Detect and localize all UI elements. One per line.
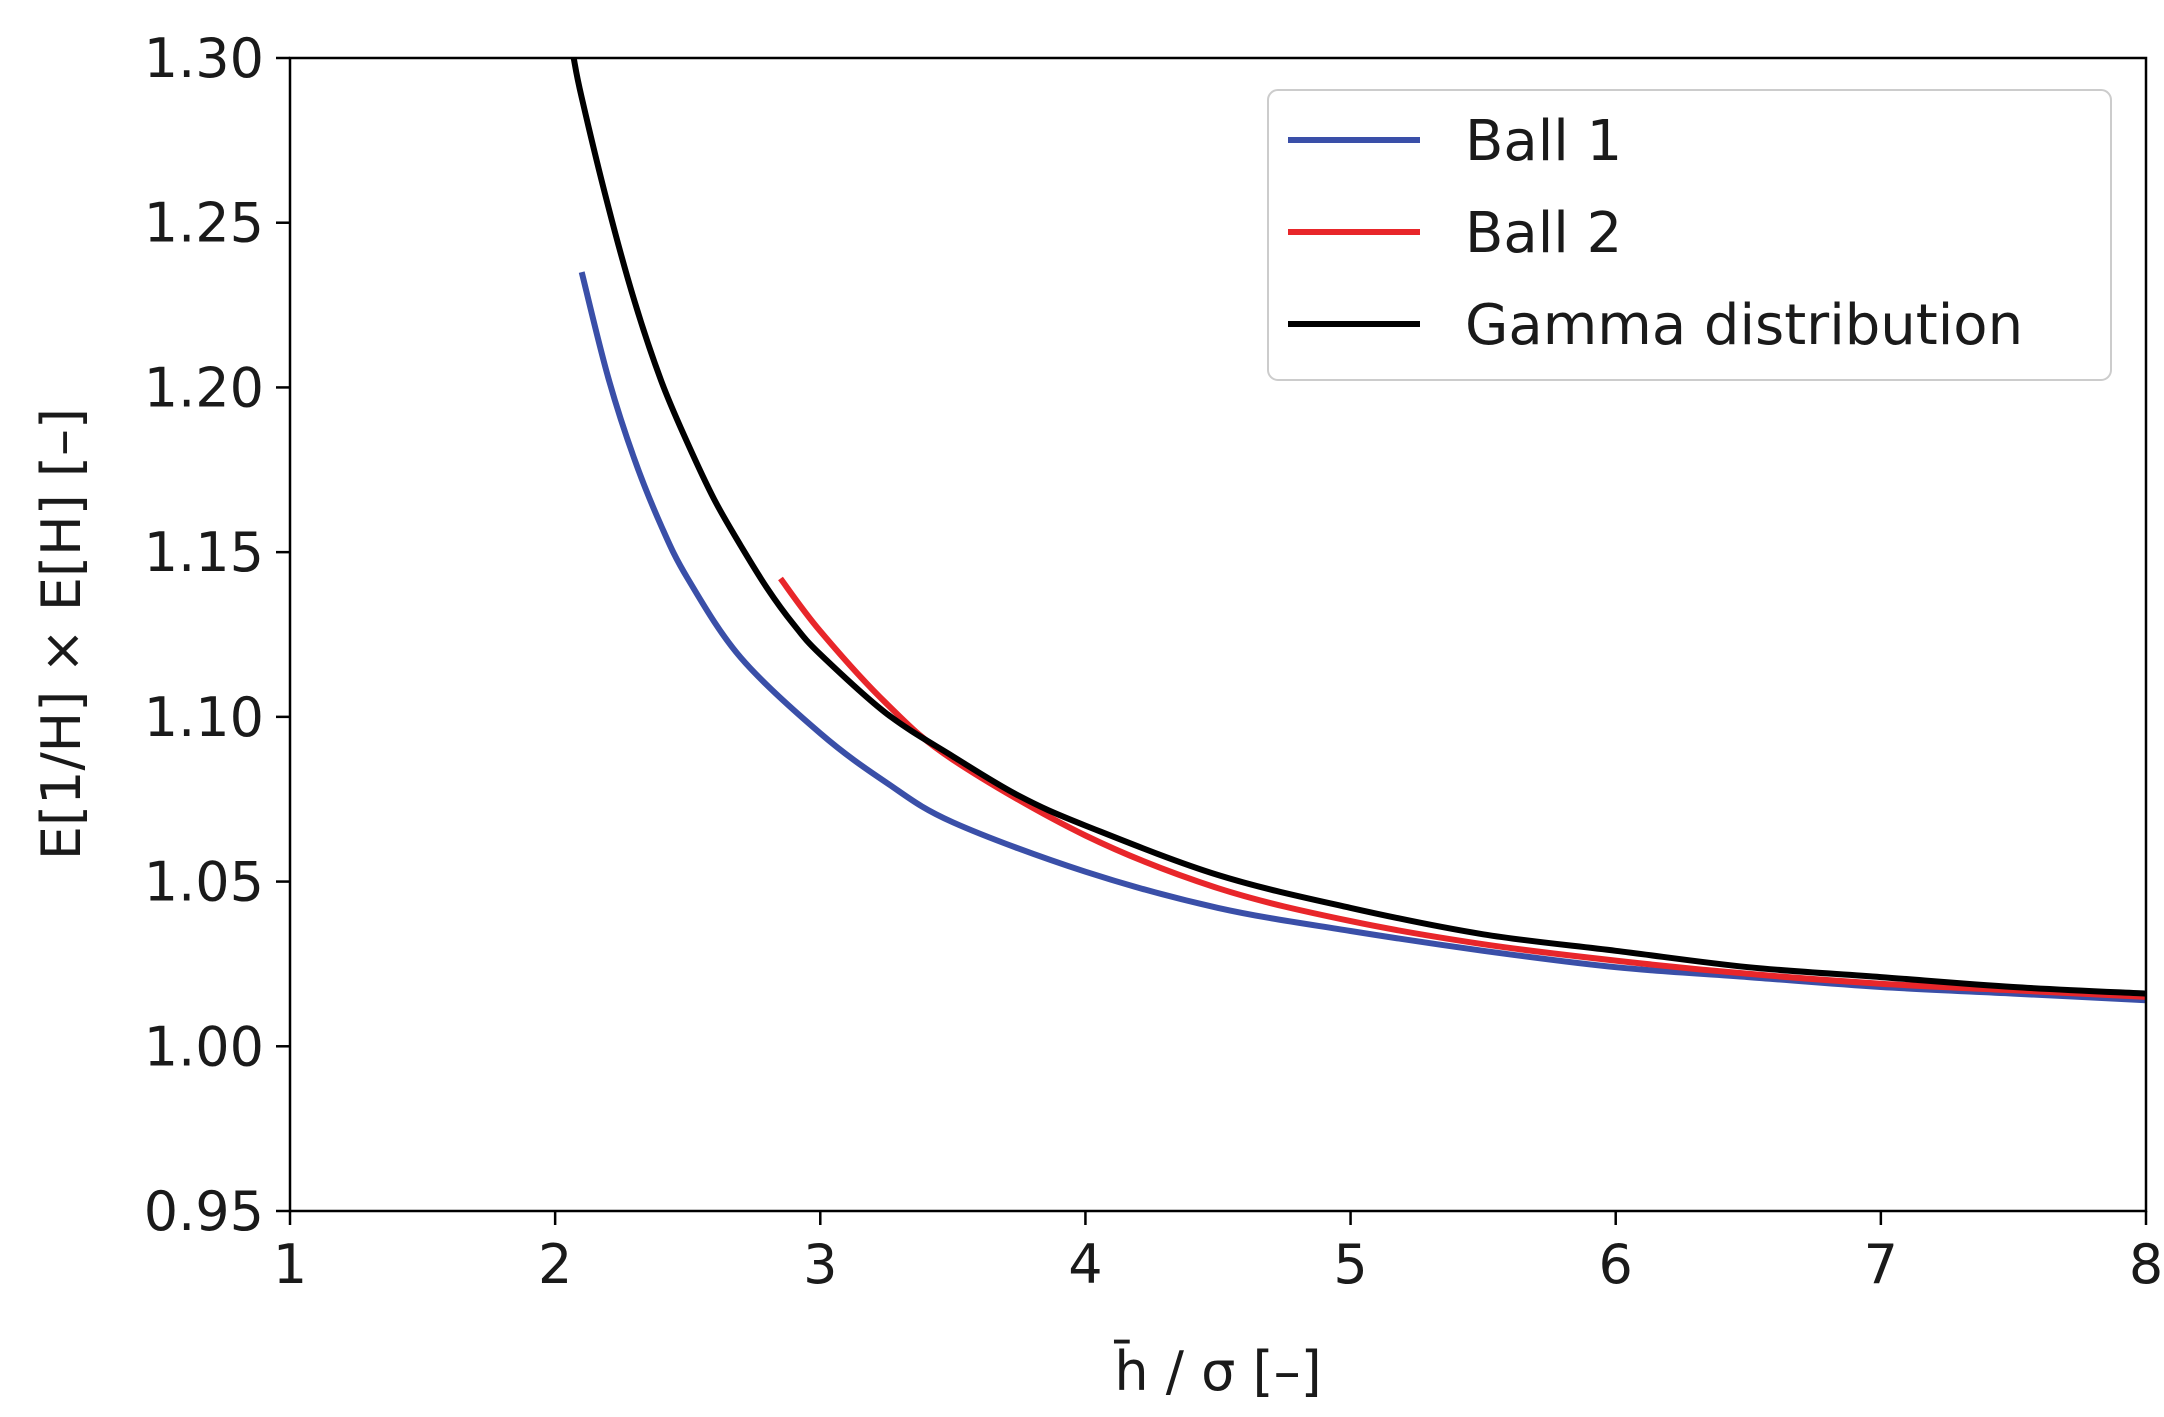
- x-tick-label: 4: [1068, 1233, 1102, 1296]
- y-tick-label: 1.15: [144, 521, 264, 584]
- y-axis-label: E[1/H] × E[H] [–]: [30, 408, 93, 860]
- y-tick-label: 1.00: [144, 1015, 264, 1078]
- legend-label-gamma-distribution: Gamma distribution: [1465, 293, 2023, 358]
- series-line-ball-2: [778, 576, 2147, 1000]
- ticks-layer: 1 2 3 4 5 6 7 8 0.95 1.00 1.05 1.10 1.15 1.20 1.25 1.30: [144, 27, 2163, 1296]
- y-tick-label: 0.95: [144, 1180, 264, 1243]
- legend-label-ball-1: Ball 1: [1465, 109, 1622, 174]
- x-tick-label: 6: [1599, 1233, 1633, 1296]
- x-tick-label: 3: [803, 1233, 837, 1296]
- x-tick-label: 1: [273, 1233, 307, 1296]
- x-tick-label: 5: [1333, 1233, 1367, 1296]
- y-tick-label: 1.30: [144, 27, 264, 90]
- legend: Ball 1 Ball 2 Gamma distribution: [1267, 89, 2112, 381]
- x-tick-label: 8: [2129, 1233, 2163, 1296]
- y-tick-label: 1.10: [144, 686, 264, 749]
- series-line-gamma-distribution: [570, 57, 2147, 997]
- legend-box: [1267, 89, 2112, 381]
- series-line-ball-1: [578, 271, 2147, 1004]
- series-layer: [570, 57, 2147, 1004]
- y-tick-label: 1.25: [144, 192, 264, 255]
- plot-frame: [288, 56, 2148, 1213]
- legend-label-ball-2: Ball 2: [1465, 201, 1622, 266]
- x-axis-label: h̄ / σ [–]: [1113, 1340, 1321, 1403]
- y-tick-label: 1.05: [144, 851, 264, 914]
- x-tick-label: 7: [1864, 1233, 1898, 1296]
- x-tick-label: 2: [538, 1233, 572, 1296]
- y-tick-label: 1.20: [144, 356, 264, 419]
